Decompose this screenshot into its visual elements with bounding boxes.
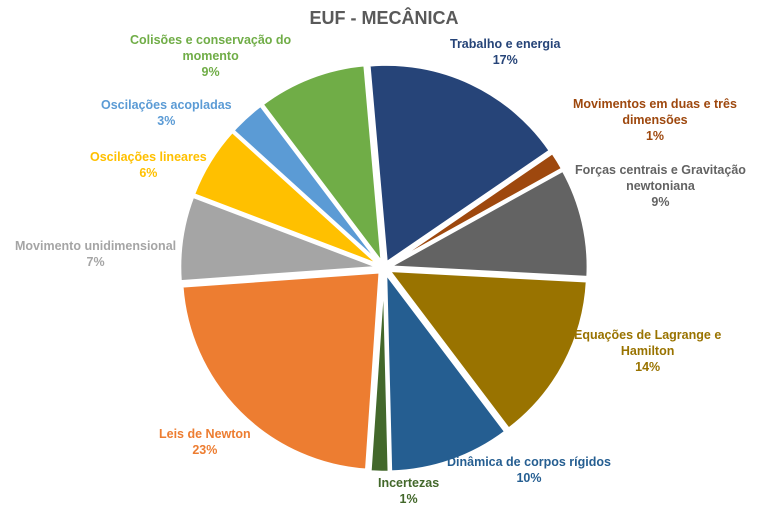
- pie-slice-9: [232, 104, 382, 265]
- pie-slice-10: [261, 63, 384, 264]
- slice-name-7-line-0: Movimento unidimensional: [15, 239, 177, 253]
- pie-slice-6: [181, 271, 382, 472]
- slice-name-9-line-0: Oscilações acopladas: [101, 98, 232, 112]
- slice-name-1-line-1: dimensões: [622, 113, 688, 127]
- slice-percent-2: 9%: [651, 195, 670, 209]
- slice-name-8-line-0: Oscilações lineares: [90, 150, 207, 164]
- slice-label-8: Oscilações lineares 6%: [90, 149, 207, 181]
- slice-label-5: Incertezas 1%: [378, 475, 439, 507]
- slice-label-0: Trabalho e energia 17%: [450, 36, 560, 68]
- slice-label-7: Movimento unidimensional 7%: [15, 238, 176, 270]
- slice-percent-9: 3%: [157, 114, 176, 128]
- pie-slice-0: [368, 63, 552, 264]
- slice-label-9: Oscilações acopladas 3%: [101, 97, 232, 129]
- slice-name-6-line-0: Leis de Newton: [159, 427, 251, 441]
- slice-label-10: Colisões e conservação do momento 9%: [130, 32, 291, 80]
- chart-title: EUF - MECÂNICA: [309, 8, 459, 28]
- slice-label-3: Equações de Lagrange e Hamilton 14%: [574, 327, 721, 375]
- slice-name-2-line-1: newtoniana: [626, 179, 695, 193]
- slice-name-0-line-0: Trabalho e energia: [450, 37, 561, 51]
- slice-percent-0: 17%: [492, 53, 518, 67]
- slice-percent-5: 1%: [399, 492, 418, 506]
- slice-name-10-line-0: Colisões e conservação do: [130, 33, 292, 47]
- pie-slice-2: [388, 169, 590, 279]
- slice-label-4: Dinâmica de corpos rígidos 10%: [447, 454, 611, 486]
- slice-percent-6: 23%: [192, 443, 218, 457]
- slice-name-3-line-0: Equações de Lagrange e: [574, 328, 722, 342]
- pie-slice-4: [384, 272, 507, 473]
- slice-label-6: Leis de Newton 23%: [159, 426, 251, 458]
- slice-percent-3: 14%: [635, 360, 661, 374]
- pie-slice-5: [369, 272, 391, 474]
- slice-name-2-line-0: Forças centrais e Gravitação: [575, 163, 746, 177]
- pie-slice-1: [387, 151, 564, 267]
- slice-name-5-line-0: Incertezas: [378, 476, 440, 490]
- slice-percent-4: 10%: [516, 471, 542, 485]
- pie-slice-8: [192, 130, 381, 267]
- slice-label-2: Forças centrais e Gravitação newtoniana 9%: [575, 162, 746, 210]
- pie-slice-7: [178, 195, 380, 283]
- slice-label-1: Movimentos em duas e três dimensões 1%: [573, 96, 737, 144]
- slice-name-1-line-0: Movimentos em duas e três: [573, 97, 737, 111]
- slice-name-3-line-1: Hamilton: [620, 344, 675, 358]
- slice-name-10-line-1: momento: [182, 49, 239, 63]
- slice-percent-7: 7%: [86, 255, 105, 269]
- slice-name-4-line-0: Dinâmica de corpos rígidos: [447, 455, 611, 469]
- slice-percent-1: 1%: [645, 129, 665, 143]
- pie-slice-3: [388, 269, 589, 431]
- slice-percent-8: 6%: [139, 166, 158, 180]
- slice-percent-10: 9%: [201, 65, 220, 79]
